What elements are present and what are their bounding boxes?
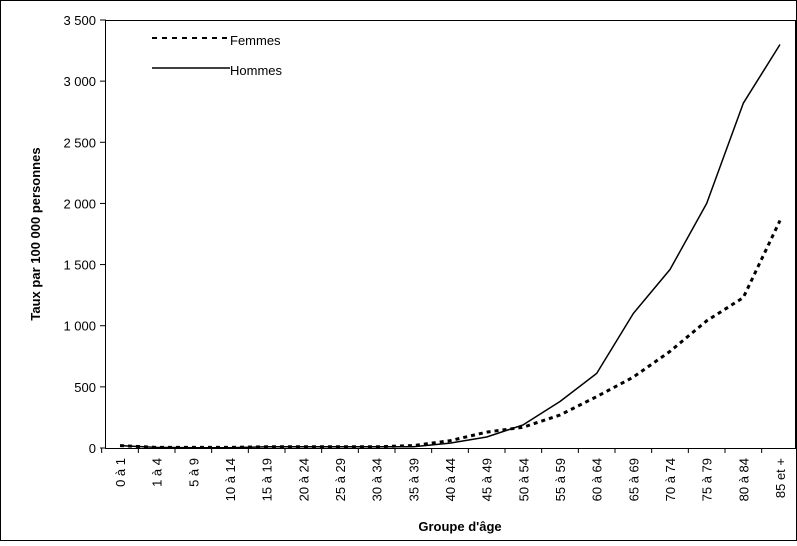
- x-axis-title: Groupe d'âge: [418, 519, 501, 534]
- y-tick-label: 0: [89, 441, 96, 456]
- y-axis: 0 500 1 000 1 500 2 000 2 500 3 000 3 500: [63, 13, 106, 456]
- plot-area: [105, 20, 796, 449]
- x-tick-label: 15 à 19: [260, 458, 275, 501]
- legend-label-femmes: Femmes: [230, 33, 281, 48]
- y-tick-label: 2 000: [63, 196, 96, 211]
- x-tick-label: 25 à 29: [333, 458, 348, 501]
- legend-label-hommes: Hommes: [230, 63, 283, 78]
- x-tick-label: 70 à 74: [663, 458, 678, 501]
- y-tick-label: 3 000: [63, 74, 96, 89]
- x-tick-label: 65 à 69: [626, 458, 641, 501]
- x-tick-label: 85 et +: [773, 458, 788, 498]
- x-axis: 0 à 1 1 à 4 5 à 9 10 à 14 15 à 19 20 à 24 25 à…: [101, 448, 788, 501]
- x-tick-label: 60 à 64: [590, 458, 605, 501]
- series-layer: [119, 44, 782, 449]
- x-tick-label: 0 à 1: [113, 458, 128, 487]
- x-tick-label: 35 à 39: [406, 458, 421, 501]
- x-tick-label: 1 à 4: [150, 458, 165, 487]
- legend: Femmes Hommes: [152, 33, 283, 78]
- y-tick-label: 1 500: [63, 258, 96, 273]
- x-tick-label: 5 à 9: [186, 458, 201, 487]
- y-tick-label: 1 000: [63, 319, 96, 334]
- x-tick-label: 80 à 84: [736, 458, 751, 501]
- y-axis-title: Taux par 100 000 personnes: [28, 147, 43, 320]
- series-line-femmes: [119, 219, 782, 449]
- x-tick-label: 55 à 59: [553, 458, 568, 501]
- x-tick-label: 50 à 54: [516, 458, 531, 501]
- x-tick-label: 40 à 44: [443, 458, 458, 501]
- x-tick-label: 30 à 34: [370, 458, 385, 501]
- y-tick-label: 500: [74, 380, 96, 395]
- series-line-hommes: [119, 44, 781, 449]
- x-tick-label: 45 à 49: [480, 458, 495, 501]
- y-tick-label: 2 500: [63, 135, 96, 150]
- x-tick-label: 75 à 79: [700, 458, 715, 501]
- x-tick-label: 10 à 14: [223, 458, 238, 501]
- x-tick-label: 20 à 24: [296, 458, 311, 501]
- y-tick-label: 3 500: [63, 13, 96, 28]
